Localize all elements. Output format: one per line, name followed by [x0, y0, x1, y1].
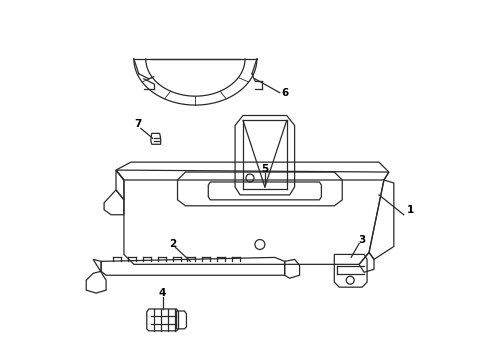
Text: 7: 7	[134, 120, 142, 130]
Text: 5: 5	[261, 164, 269, 174]
Text: 4: 4	[159, 288, 166, 298]
Text: 1: 1	[407, 205, 415, 215]
Text: 6: 6	[281, 88, 288, 98]
Text: 3: 3	[359, 234, 366, 244]
Text: 2: 2	[169, 239, 176, 248]
